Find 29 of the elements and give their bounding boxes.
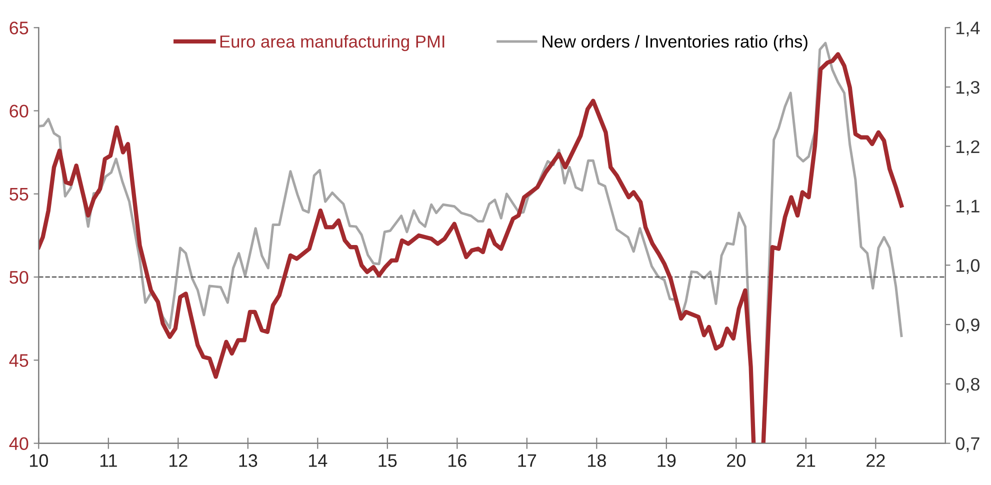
y-tick-label: 65 [10, 22, 28, 34]
x-tick-label: 12 [169, 454, 188, 467]
y2-tick-label: 0,7 [956, 437, 980, 452]
x-tick-label: 15 [378, 454, 397, 467]
x-tick-label: 20 [727, 454, 746, 467]
y-tick-label: 40 [9, 437, 28, 450]
x-tick-label: 14 [308, 454, 328, 467]
x-tick-label: 19 [658, 454, 676, 467]
x-tick-label: 22 [866, 454, 885, 467]
y-tick-label: 55 [10, 188, 28, 201]
y-tick-label: 45 [9, 354, 28, 367]
y2-tick-label: 1,0 [956, 259, 980, 274]
y2-tick-label: 1,1 [956, 200, 980, 215]
x-tick-label: 17 [518, 454, 536, 467]
x-tick-label: 13 [239, 454, 258, 467]
x-tick-label: 18 [588, 454, 606, 467]
x-tick-label: 21 [796, 454, 816, 467]
y2-tick-label: 0,9 [956, 318, 980, 334]
x-tick-label: 11 [100, 454, 117, 467]
x-tick-label: 16 [448, 454, 466, 467]
y2-tick-label: 1,4 [956, 22, 980, 36]
x-tick-label: 10 [30, 454, 48, 467]
legend-label: New orders / Inventories ratio (rhs) [542, 34, 808, 52]
y-tick-label: 60 [10, 104, 28, 118]
y2-tick-label: 1,3 [956, 80, 980, 96]
y2-tick-label: 1,2 [956, 140, 980, 156]
y-tick-label: 50 [10, 270, 28, 284]
legend-label: Euro area manufacturing PMI [220, 34, 444, 52]
y2-tick-label: 0,8 [956, 378, 980, 393]
